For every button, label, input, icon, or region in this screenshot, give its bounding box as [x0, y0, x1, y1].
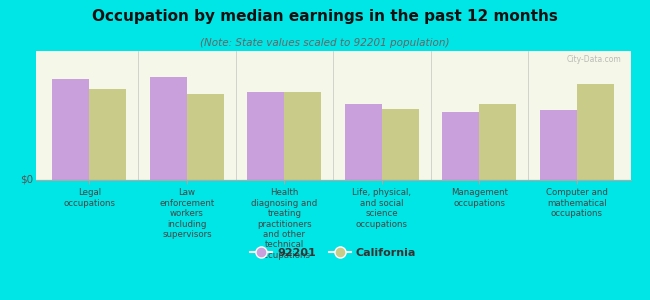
Bar [540, 110, 577, 180]
Text: $0: $0 [20, 175, 32, 185]
Bar [577, 84, 614, 180]
Bar [187, 94, 224, 180]
Text: Occupation by median earnings in the past 12 months: Occupation by median earnings in the pas… [92, 9, 558, 24]
Bar [150, 77, 187, 180]
Bar [443, 112, 480, 180]
Text: (Note: State values scaled to 92201 population): (Note: State values scaled to 92201 popu… [200, 38, 450, 47]
Legend: 92201, California: 92201, California [246, 243, 421, 262]
Bar [480, 104, 517, 180]
Bar [52, 79, 90, 180]
Bar [248, 92, 285, 180]
Bar [382, 109, 419, 180]
Bar [90, 89, 126, 180]
Bar [345, 104, 382, 180]
Text: City-Data.com: City-Data.com [567, 55, 621, 64]
Bar [285, 92, 321, 180]
